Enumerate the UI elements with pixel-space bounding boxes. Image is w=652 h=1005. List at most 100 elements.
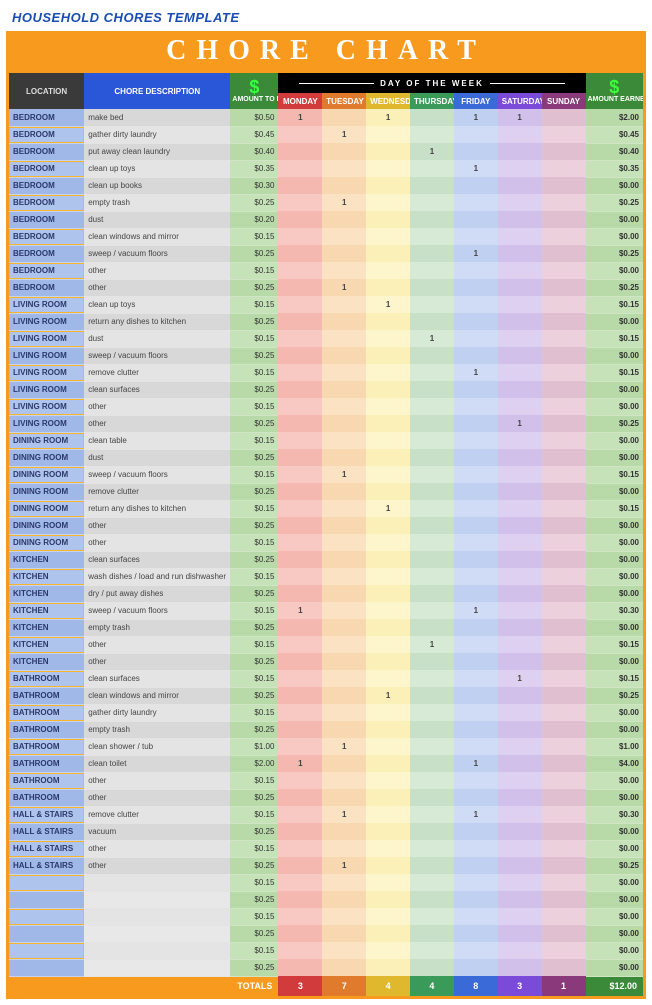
cell-amount[interactable]: $0.15 bbox=[230, 772, 278, 789]
cell-day-thu[interactable] bbox=[410, 483, 454, 500]
cell-day-sun[interactable] bbox=[542, 296, 586, 313]
cell-day-tue[interactable]: 1 bbox=[322, 738, 366, 755]
cell-day-thu[interactable] bbox=[410, 432, 454, 449]
cell-day-tue[interactable]: 1 bbox=[322, 857, 366, 874]
cell-day-fri[interactable] bbox=[454, 823, 498, 840]
cell-day-sat[interactable] bbox=[498, 704, 542, 721]
cell-day-tue[interactable] bbox=[322, 109, 366, 126]
cell-day-sat[interactable] bbox=[498, 483, 542, 500]
cell-day-thu[interactable] bbox=[410, 619, 454, 636]
cell-description[interactable] bbox=[84, 959, 230, 976]
cell-description[interactable]: dust bbox=[84, 330, 230, 347]
cell-day-thu[interactable] bbox=[410, 313, 454, 330]
cell-day-sun[interactable] bbox=[542, 364, 586, 381]
cell-amount[interactable]: $0.15 bbox=[230, 908, 278, 925]
cell-day-sun[interactable] bbox=[542, 636, 586, 653]
cell-day-mon[interactable] bbox=[278, 279, 322, 296]
cell-day-sat[interactable] bbox=[498, 959, 542, 976]
cell-day-mon[interactable] bbox=[278, 330, 322, 347]
cell-day-sun[interactable] bbox=[542, 177, 586, 194]
cell-description[interactable] bbox=[84, 908, 230, 925]
cell-day-sat[interactable] bbox=[498, 211, 542, 228]
cell-description[interactable]: other bbox=[84, 262, 230, 279]
cell-day-mon[interactable] bbox=[278, 857, 322, 874]
cell-day-fri[interactable] bbox=[454, 687, 498, 704]
cell-amount[interactable]: $0.25 bbox=[230, 347, 278, 364]
cell-description[interactable]: clean table bbox=[84, 432, 230, 449]
cell-description[interactable]: other bbox=[84, 517, 230, 534]
cell-day-sat[interactable] bbox=[498, 364, 542, 381]
cell-location[interactable]: KITCHEN bbox=[9, 585, 84, 602]
cell-day-sat[interactable] bbox=[498, 585, 542, 602]
cell-day-tue[interactable] bbox=[322, 500, 366, 517]
cell-day-sun[interactable] bbox=[542, 959, 586, 976]
cell-day-thu[interactable] bbox=[410, 211, 454, 228]
cell-day-wed[interactable] bbox=[366, 194, 410, 211]
cell-day-sun[interactable] bbox=[542, 925, 586, 942]
cell-location[interactable]: HALL & STAIRS bbox=[9, 857, 84, 874]
cell-day-mon[interactable] bbox=[278, 313, 322, 330]
cell-day-mon[interactable] bbox=[278, 364, 322, 381]
cell-day-wed[interactable] bbox=[366, 415, 410, 432]
cell-amount[interactable]: $2.00 bbox=[230, 755, 278, 772]
cell-day-fri[interactable] bbox=[454, 517, 498, 534]
cell-day-sat[interactable] bbox=[498, 296, 542, 313]
cell-day-tue[interactable] bbox=[322, 398, 366, 415]
cell-day-wed[interactable] bbox=[366, 483, 410, 500]
cell-amount[interactable]: $0.15 bbox=[230, 330, 278, 347]
cell-day-sat[interactable] bbox=[498, 534, 542, 551]
cell-day-mon[interactable] bbox=[278, 874, 322, 891]
cell-location[interactable]: BEDROOM bbox=[9, 262, 84, 279]
cell-location[interactable]: LIVING ROOM bbox=[9, 296, 84, 313]
cell-location[interactable] bbox=[9, 891, 84, 908]
cell-day-mon[interactable] bbox=[278, 568, 322, 585]
cell-day-thu[interactable] bbox=[410, 738, 454, 755]
cell-day-fri[interactable] bbox=[454, 840, 498, 857]
cell-amount[interactable]: $0.50 bbox=[230, 109, 278, 126]
cell-amount[interactable]: $0.25 bbox=[230, 313, 278, 330]
cell-location[interactable]: LIVING ROOM bbox=[9, 347, 84, 364]
cell-day-wed[interactable] bbox=[366, 840, 410, 857]
cell-day-mon[interactable] bbox=[278, 619, 322, 636]
cell-description[interactable]: return any dishes to kitchen bbox=[84, 500, 230, 517]
cell-day-mon[interactable] bbox=[278, 704, 322, 721]
cell-day-tue[interactable] bbox=[322, 449, 366, 466]
cell-day-tue[interactable] bbox=[322, 874, 366, 891]
cell-day-tue[interactable] bbox=[322, 330, 366, 347]
cell-day-tue[interactable] bbox=[322, 789, 366, 806]
cell-day-sat[interactable] bbox=[498, 840, 542, 857]
cell-location[interactable]: KITCHEN bbox=[9, 619, 84, 636]
cell-day-wed[interactable] bbox=[366, 228, 410, 245]
cell-day-tue[interactable] bbox=[322, 432, 366, 449]
cell-location[interactable]: BATHROOM bbox=[9, 789, 84, 806]
cell-day-sat[interactable] bbox=[498, 823, 542, 840]
cell-day-tue[interactable] bbox=[322, 262, 366, 279]
cell-day-fri[interactable] bbox=[454, 432, 498, 449]
cell-amount[interactable]: $0.15 bbox=[230, 364, 278, 381]
cell-day-thu[interactable] bbox=[410, 347, 454, 364]
cell-day-sat[interactable] bbox=[498, 755, 542, 772]
cell-day-fri[interactable] bbox=[454, 721, 498, 738]
cell-amount[interactable]: $0.25 bbox=[230, 245, 278, 262]
cell-day-wed[interactable]: 1 bbox=[366, 109, 410, 126]
cell-day-fri[interactable] bbox=[454, 619, 498, 636]
cell-day-tue[interactable]: 1 bbox=[322, 126, 366, 143]
cell-day-sat[interactable] bbox=[498, 347, 542, 364]
cell-day-thu[interactable] bbox=[410, 449, 454, 466]
cell-day-wed[interactable] bbox=[366, 721, 410, 738]
cell-day-sat[interactable] bbox=[498, 619, 542, 636]
cell-day-mon[interactable] bbox=[278, 517, 322, 534]
cell-day-wed[interactable] bbox=[366, 925, 410, 942]
cell-day-thu[interactable] bbox=[410, 245, 454, 262]
cell-day-sun[interactable] bbox=[542, 891, 586, 908]
cell-day-thu[interactable] bbox=[410, 296, 454, 313]
cell-description[interactable]: remove clutter bbox=[84, 806, 230, 823]
cell-day-fri[interactable] bbox=[454, 296, 498, 313]
cell-description[interactable]: remove clutter bbox=[84, 483, 230, 500]
cell-day-sat[interactable] bbox=[498, 313, 542, 330]
cell-amount[interactable]: $0.25 bbox=[230, 381, 278, 398]
cell-day-wed[interactable] bbox=[366, 432, 410, 449]
cell-day-sat[interactable]: 1 bbox=[498, 670, 542, 687]
cell-day-sun[interactable] bbox=[542, 500, 586, 517]
cell-day-sun[interactable] bbox=[542, 551, 586, 568]
